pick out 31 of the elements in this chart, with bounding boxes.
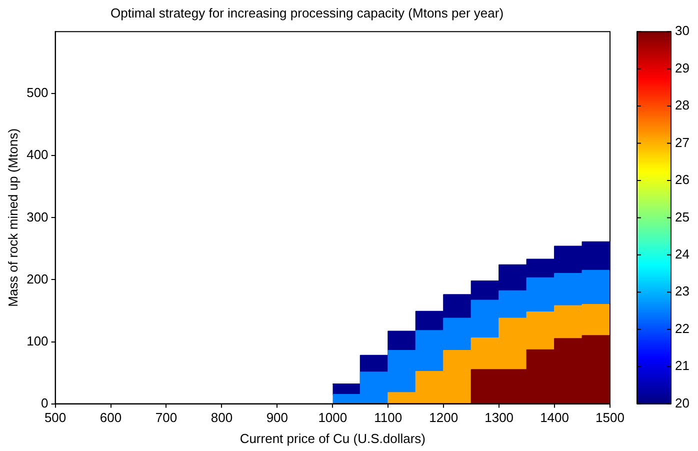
- color-bar-label: 26: [675, 172, 690, 188]
- x-tick-label: 1500: [596, 410, 624, 426]
- y-tick-label: 0: [41, 395, 48, 410]
- x-tick-label: 1300: [484, 410, 514, 426]
- y-tick-label: 500: [26, 85, 48, 100]
- x-tick-label: 1100: [374, 410, 402, 426]
- color-bar-label: 28: [675, 98, 690, 113]
- x-tick-label: 1200: [429, 410, 458, 426]
- x-tick-label: 500: [44, 410, 66, 426]
- y-tick-label: 400: [26, 147, 48, 162]
- y-tick-label: 300: [26, 209, 48, 224]
- color-bar-label: 30: [675, 23, 690, 38]
- color-bar-label: 27: [675, 134, 690, 150]
- color-bar-label: 20: [675, 395, 690, 410]
- color-bar-label: 25: [675, 209, 690, 224]
- y-tick-label: 100: [26, 333, 48, 348]
- x-tick-label: 1000: [318, 410, 348, 426]
- color-bar-label: 29: [675, 60, 690, 76]
- color-bar-label: 21: [675, 358, 690, 374]
- x-tick-label: 700: [155, 410, 178, 426]
- color-bar-label: 23: [675, 284, 690, 299]
- x-tick-label: 900: [266, 410, 288, 426]
- x-axis-title: Current price of Cu (U.S.dollars): [240, 430, 426, 446]
- x-tick-label: 600: [100, 410, 122, 426]
- chart-title: Optimal strategy for increasing processing capacity (Mtons per year): [110, 5, 504, 20]
- x-tick-label: 800: [210, 410, 233, 426]
- color-bar-label: 22: [675, 320, 690, 336]
- y-axis-title: Mass of rock mined up (Mtons): [5, 128, 20, 307]
- color-bar-label: 24: [675, 246, 690, 262]
- y-tick-label: 200: [26, 271, 48, 286]
- x-tick-label: 1400: [540, 410, 569, 426]
